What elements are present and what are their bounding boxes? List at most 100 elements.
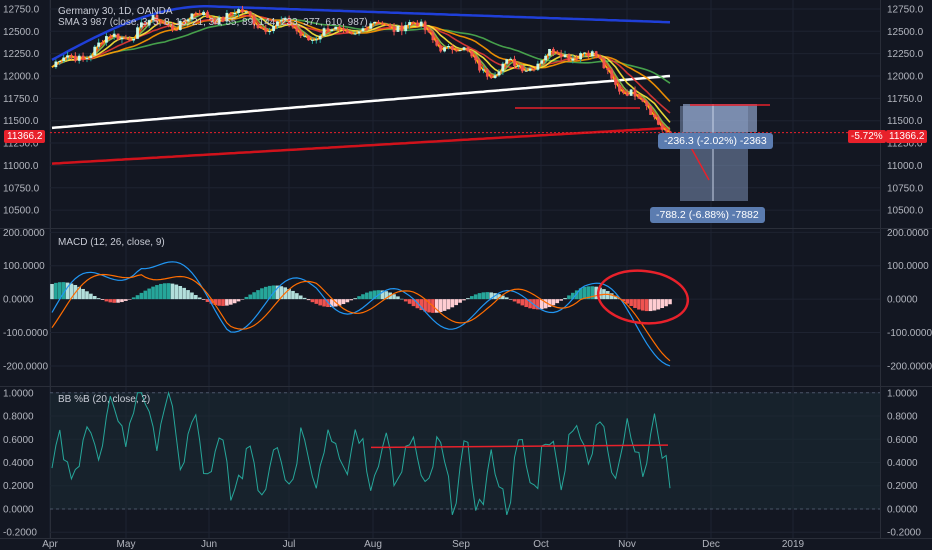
y-tick-label-right: 100.0000 [887,261,929,272]
macd-histogram-bar [621,299,626,302]
macd-histogram-bar [368,291,373,300]
candle-body [66,55,69,58]
candle-body [279,20,283,22]
macd-histogram-bar [660,299,665,309]
candle-body [606,68,610,71]
macd-histogram-bar [520,299,525,306]
macd-histogram-bar [287,288,291,300]
y-tick-label-left: 0.6000 [3,435,34,446]
candle-body [97,42,101,47]
macd-histogram-bar [403,299,408,302]
macd-histogram-bar [330,299,334,308]
macd-histogram-bar [648,299,653,312]
macd-histogram-bar [644,299,649,312]
sma-legend[interactable]: SMA 3 987 (close, 3, 5, 8, 13, 21, 34, 5… [58,17,368,28]
candle-body [330,29,334,31]
candle-body [338,26,342,29]
bb-legend[interactable]: BB %B (20, close, 2) [58,394,151,405]
candle-body [536,63,540,70]
candle-body [151,15,155,21]
y-tick-label-left: 11250.0 [3,139,39,150]
candle-body [311,39,314,41]
candle-body [276,21,279,26]
macd-histogram-bar [127,299,132,300]
macd-histogram-bar [318,299,322,306]
macd-histogram-bar [252,292,256,300]
x-tick-label: Jun [201,539,217,550]
candle-body [520,65,524,72]
candle-body [361,28,365,32]
macd-histogram-bar [516,299,521,304]
candle-body [524,70,528,72]
symbol-title[interactable]: Germany 30, 1D, OANDA [58,6,173,17]
candle-body [377,21,380,24]
signal-line [51,273,671,362]
macd-histogram-bar [497,294,501,300]
x-tick-label: Jul [283,539,296,550]
candle-body [89,55,93,58]
macd-annotation-circle [596,269,690,325]
y-tick-label-right: 11250.0 [887,139,923,150]
candle-body [217,17,221,25]
y-tick-label-left: 0.4000 [3,458,34,469]
macd-histogram-bar [442,299,447,311]
macd-histogram-bar [322,299,326,307]
y-tick-label-right: 0.2000 [887,481,918,492]
candle-body [314,39,318,41]
candle-body [618,84,621,92]
candle-body [439,45,443,52]
candle-body [202,11,205,16]
candle-body [653,114,656,118]
macd-histogram-bar [361,294,365,300]
y-tick-label-left: 11000.0 [3,161,39,172]
macd-histogram-bar [365,292,369,300]
macd-histogram-bar [256,290,260,300]
y-tick-label-right: 11750.0 [887,94,923,105]
candle-body [248,11,252,17]
macd-histogram-bar [310,299,315,303]
candle-body [244,11,248,13]
candle-body [342,28,345,31]
y-tick-label-right: 0.0000 [887,295,918,306]
y-tick-label-right: 0.4000 [887,458,918,469]
macd-histogram-bar [81,288,85,300]
candle-body [598,56,602,59]
candle-body [225,12,229,22]
macd-histogram-bar [341,299,346,305]
candle-body [540,60,544,64]
candle-body [105,36,108,43]
macd-histogram-bar [267,285,272,300]
y-tick-label-left: -200.0000 [3,361,48,372]
candle-body [139,22,143,28]
candle-body [155,15,159,23]
measure-label-large: -788.2 (-6.88%) -7882 [650,207,765,223]
candle-body [357,31,361,34]
candle-body [268,31,272,33]
candle-body [443,47,446,52]
y-tick-label-left: 0.2000 [3,481,34,492]
current-price-tag-left: 11366.2 [4,130,46,143]
macd-histogram-bar [151,286,155,300]
candle-body [213,20,217,25]
y-tick-label-right: 12000.0 [887,72,924,83]
macd-legend[interactable]: MACD (12, 26, close, 9) [58,237,165,248]
candle-body [206,11,209,18]
macd-histogram-bar [450,299,455,308]
candle-body [555,53,559,55]
candle-body [633,89,637,97]
candle-body [551,48,555,54]
candle-body [517,65,520,67]
candle-body [462,47,466,50]
candle-body [345,30,349,33]
candle-body [93,46,97,56]
candle-body [660,124,664,130]
x-tick-label: 2019 [782,539,805,550]
macd-histogram-bar [108,299,113,303]
macd-histogram-bar [302,297,307,300]
macd-histogram-bar [232,299,237,304]
macd-histogram-bar [458,299,462,303]
candle-body [303,35,307,37]
macd-line [51,261,671,367]
candle-body [583,52,586,54]
